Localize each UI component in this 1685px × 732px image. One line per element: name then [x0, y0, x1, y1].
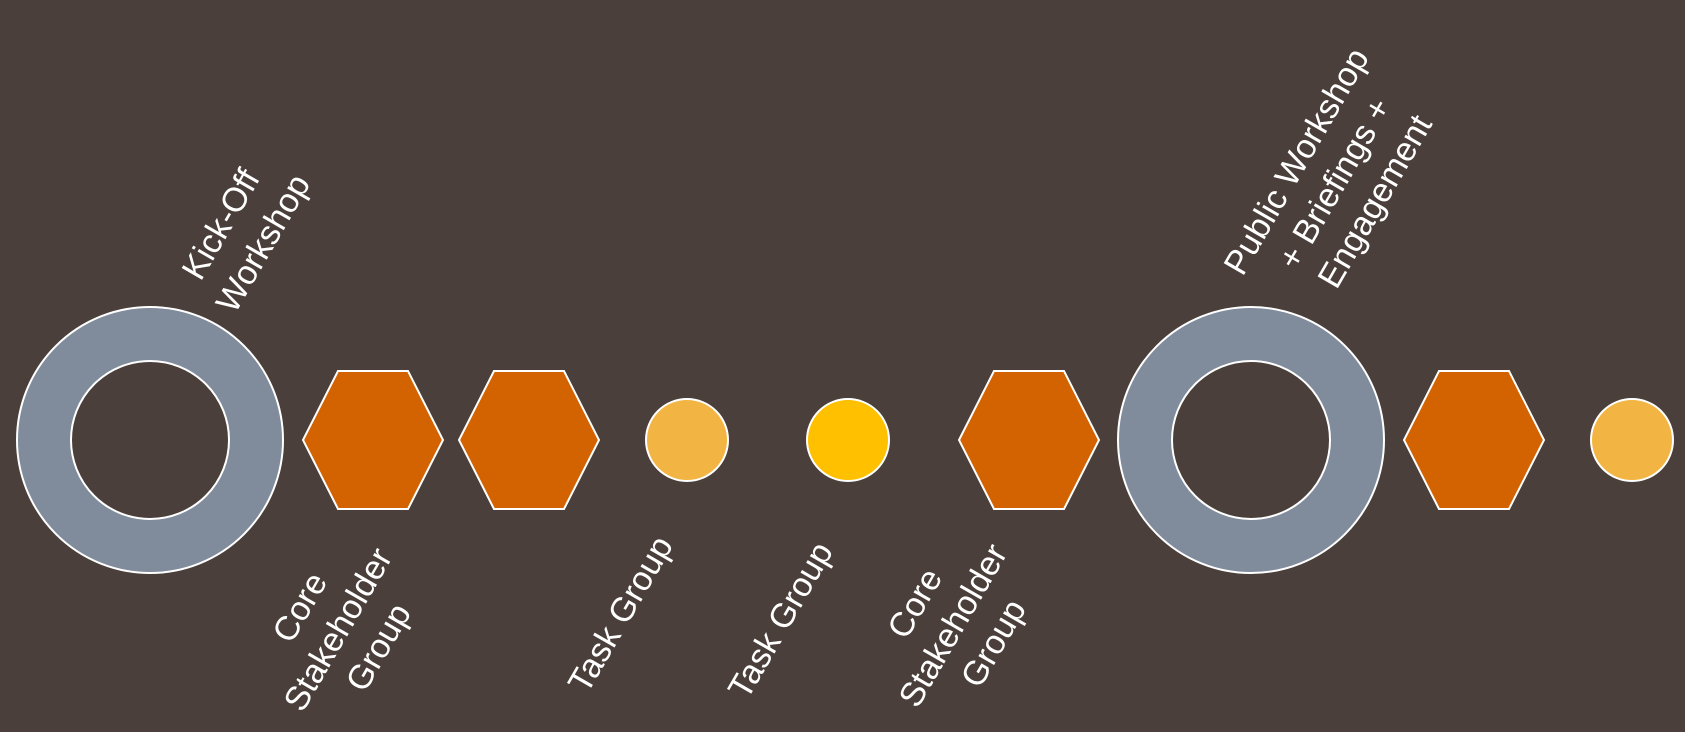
kickoff-workshop-ring — [16, 306, 284, 574]
task-group-dot-1 — [645, 398, 729, 482]
core-stakeholder-hexagon-2 — [957, 370, 1101, 510]
hexagon-2 — [457, 370, 601, 510]
hexagon-4 — [1402, 370, 1546, 510]
task-group-dot-2 — [806, 398, 890, 482]
dot-3 — [1590, 398, 1674, 482]
public-workshop-ring — [1117, 306, 1385, 574]
core-stakeholder-hexagon-1 — [301, 370, 445, 510]
